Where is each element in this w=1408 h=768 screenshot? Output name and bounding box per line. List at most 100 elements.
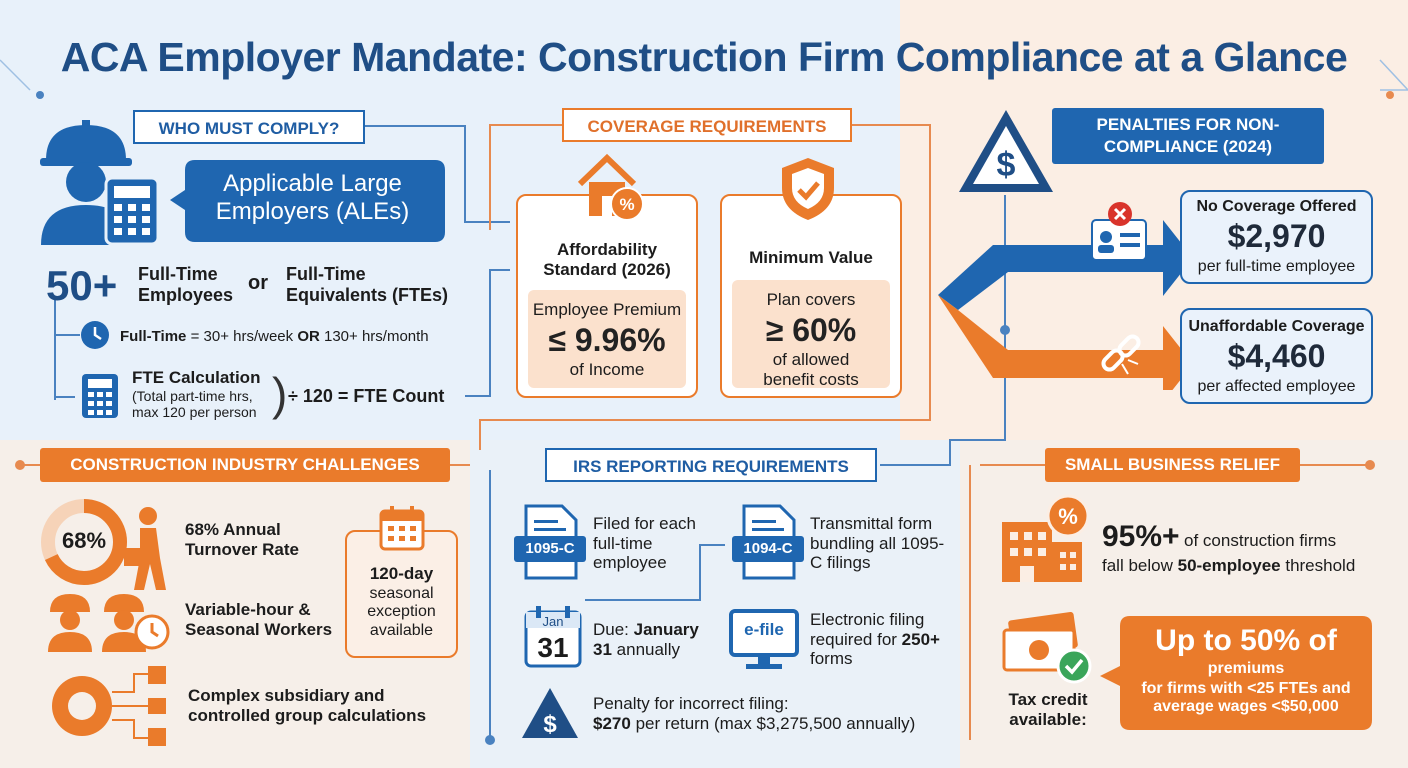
- unaffordable-sub: per affected employee: [1197, 378, 1356, 395]
- penalty-warning-icon: $: [522, 688, 578, 738]
- threshold-post: threshold: [1285, 556, 1356, 575]
- fifty-plus-value: 50+: [46, 262, 118, 309]
- efile-threshold: 250+: [901, 629, 940, 649]
- seasonal-exception-card: [345, 530, 458, 658]
- shield-check-icon: [782, 158, 834, 220]
- full-time-definition: Full-Time = 30+ hrs/week OR 130+ hrs/mon…: [120, 328, 429, 345]
- deadline-calendar-icon: [524, 606, 582, 668]
- filing-penalty-amount: $270: [593, 714, 631, 733]
- efile-label: e-file: [744, 620, 784, 639]
- tax-credit-big: Up to 50% of: [1155, 624, 1337, 657]
- filing-penalty-value: $270 per return (max $3,275,500 annually…: [593, 714, 915, 734]
- minimum-value-sub: of allowed benefit costs: [763, 350, 859, 389]
- subsidiary-text: Complex subsidiary and controlled group …: [188, 686, 427, 725]
- deadline-day: 31: [537, 632, 569, 663]
- no-coverage-title: No Coverage Offered: [1196, 198, 1357, 215]
- no-coverage-sub: per full-time employee: [1197, 258, 1356, 275]
- svg-text:%: %: [619, 195, 634, 214]
- monitor-icon: [729, 609, 799, 669]
- seasonal-exception-days: 120-day: [369, 564, 434, 583]
- fte-result: ÷ 120 = FTE Count: [288, 386, 445, 406]
- penalty-arrows: [938, 220, 1193, 390]
- relief-stat-line: 95%+ of construction firms: [1102, 520, 1336, 554]
- calculator-icon: [82, 374, 118, 418]
- unaffordable-card: [1180, 308, 1373, 404]
- plan-covers-label: Plan covers: [766, 290, 856, 309]
- full-time-term: Full-Time: [120, 328, 187, 345]
- tax-credit-conditions: for firms with <25 FTEs and average wage…: [1141, 680, 1351, 716]
- gear-network-icon: [52, 666, 166, 746]
- minimum-value-title: Minimum Value: [749, 248, 873, 267]
- full-time-weekly: = 30+ hrs/week: [190, 328, 294, 345]
- dollar-warning-icon: $: [959, 110, 1053, 192]
- unaffordable-amount: $4,460: [1227, 338, 1326, 374]
- filing-penalty-label: Penalty for incorrect filing:: [593, 694, 789, 713]
- relief-threshold-line: fall below 50-employee threshold: [1102, 556, 1355, 576]
- no-coverage-amount: $2,970: [1227, 218, 1326, 254]
- minimum-value-value: ≥ 60%: [765, 312, 857, 348]
- efile-desc-a: Electronic filing required for: [810, 610, 925, 649]
- coverage-header: COVERAGE REQUIREMENTS: [562, 108, 852, 142]
- tax-credit-label: Tax credit available:: [1008, 690, 1088, 729]
- form-1094-label: 1094-C: [732, 536, 804, 562]
- affordability-inner-panel: [528, 290, 686, 388]
- relief-stat-rest: of construction firms: [1184, 531, 1337, 550]
- house-percent-icon: %: [577, 153, 644, 221]
- filing-penalty-rest: per return (max $3,275,500 annually): [635, 714, 916, 733]
- challenges-header: CONSTRUCTION INDUSTRY CHALLENGES: [40, 448, 450, 482]
- threshold-pre: fall below: [1102, 556, 1173, 575]
- relief-stat: 95%+: [1102, 520, 1180, 553]
- seasonal-workers-icon: [48, 594, 170, 652]
- page-title: ACA Employer Mandate: Construction Firm …: [60, 34, 1348, 80]
- full-time-employees-label: Full-Time Employees: [138, 264, 234, 305]
- calendar-icon: [379, 506, 425, 551]
- paren-glyph: ): [272, 368, 288, 420]
- form-1094-desc: Transmittal form bundling all 1095-C fil…: [810, 514, 945, 573]
- turnover-ring-label: 68%: [61, 528, 107, 553]
- due-prefix: Due:: [593, 620, 629, 639]
- fte-calc-title: FTE Calculation: [132, 368, 261, 387]
- svg-text:$: $: [997, 146, 1016, 184]
- no-coverage-card: [1180, 190, 1373, 284]
- relief-header: SMALL BUSINESS RELIEF: [1045, 448, 1300, 482]
- svg-text:$: $: [543, 711, 557, 738]
- efile-desc-b: forms: [810, 649, 853, 669]
- cash-check-icon: [1002, 612, 1092, 684]
- deadline-month: Jan: [542, 614, 564, 629]
- svg-text:%: %: [1058, 504, 1078, 529]
- affordability-sub: of Income: [569, 360, 645, 379]
- id-card-error-icon: [1091, 202, 1147, 261]
- variable-workers-text: Variable-hour & Seasonal Workers: [185, 600, 333, 639]
- due-suffix: annually: [616, 639, 680, 659]
- deadline-text: Due: January 31 annually: [593, 620, 713, 659]
- form-1095-desc: Filed for each full-time employee: [593, 514, 696, 573]
- form-1095-label: 1095-C: [514, 536, 586, 562]
- tax-credit-bubble-shape: [1100, 616, 1372, 730]
- full-time-or: OR: [297, 328, 320, 345]
- efile-desc: Electronic filing required for 250+ form…: [810, 610, 950, 669]
- turnover-ring-icon: [41, 499, 166, 590]
- employee-premium-label: Employee Premium: [532, 300, 682, 319]
- penalties-header: PENALTIES FOR NON-COMPLIANCE (2024): [1052, 108, 1324, 164]
- seasonal-exception-text: seasonal exception available: [367, 585, 436, 639]
- due-date: January 31: [593, 620, 699, 659]
- worker-calculator-icon: [40, 120, 160, 245]
- threshold-value: 50-employee: [1177, 556, 1281, 575]
- broken-chain-icon: [1101, 334, 1141, 375]
- ale-bubble-text: Applicable Large Employers (ALEs): [215, 170, 410, 225]
- affordability-title: Affordability Standard (2026): [543, 240, 671, 279]
- minimum-value-inner-panel: [732, 280, 890, 388]
- tax-credit-premiums: premiums: [1207, 660, 1285, 677]
- fte-calc-desc: (Total part-time hrs, max 120 per person: [132, 388, 257, 421]
- affordability-value: ≤ 9.96%: [548, 322, 666, 358]
- clock-icon: [81, 321, 109, 349]
- ale-bubble-shape: [170, 160, 445, 242]
- turnover-ring-arc: [41, 499, 127, 585]
- full-time-monthly: 130+ hrs/month: [323, 328, 429, 345]
- or-label: or: [248, 272, 268, 294]
- unaffordable-title: Unaffordable Coverage: [1188, 318, 1365, 335]
- building-percent-icon: %: [1002, 494, 1088, 582]
- who-must-comply-header: WHO MUST COMPLY?: [133, 110, 365, 144]
- turnover-text: 68% Annual Turnover Rate: [185, 520, 299, 559]
